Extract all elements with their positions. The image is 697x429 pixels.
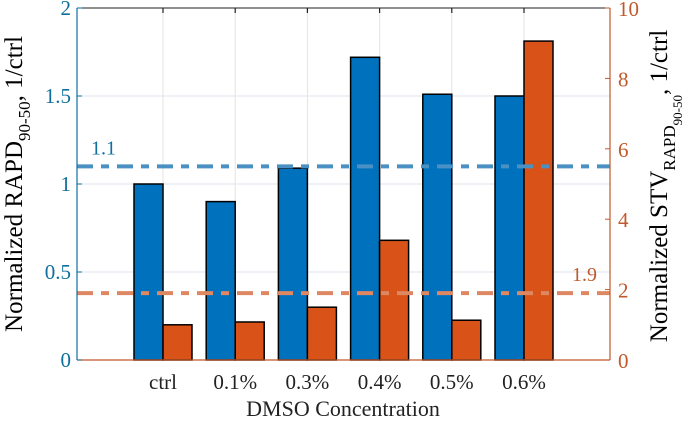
bar-stv (234, 321, 265, 361)
y-left-label-sub: 90-50 (15, 101, 34, 141)
y-axis-label-left: Normalized RAPD90-50, 1/ctrl (1, 36, 34, 332)
reference-label-left: 1.1 (91, 137, 116, 159)
y-left-label-suffix: , 1/ctrl (1, 36, 28, 101)
reference-lines (77, 164, 610, 296)
y-right-label-main: Normalized STV (646, 171, 673, 342)
reference-label-right: 1.9 (572, 264, 597, 286)
y-right-label-subsub: 90-50 (670, 95, 685, 125)
y-right-label-suffix: , 1/ctrl (646, 30, 673, 95)
y-tick-label-right: 2 (618, 279, 629, 303)
bar-rapd (349, 56, 381, 361)
y-tick-label-right: 0 (618, 349, 629, 373)
y-tick-label-right: 4 (618, 208, 629, 232)
y-tick-label-left: 0 (61, 348, 72, 372)
y-right-label-sub: RAPD (660, 125, 679, 170)
bar-stv (306, 306, 338, 361)
x-tick-label: 0.3% (286, 370, 330, 394)
bar-stv (451, 319, 482, 361)
bar-rapd (494, 95, 525, 361)
x-tick-label: 0.5% (430, 370, 474, 394)
bars (133, 40, 554, 361)
y-tick-label-right: 6 (618, 138, 629, 162)
bar-stv (378, 239, 410, 361)
x-tick-label: 0.6% (502, 370, 546, 394)
bar-stv (523, 40, 554, 361)
axes: 0 0.5 1 1.5 2 0 2 4 6 8 10 ctrl 0.1% 0.3% 0.4% 0.5% 0.6% (45, 0, 639, 394)
x-axis-label: DMSO Concentration (246, 396, 440, 421)
bar-rapd (277, 167, 309, 361)
y-tick-label-right: 10 (618, 0, 639, 21)
x-tick-label: ctrl (149, 370, 177, 394)
y-tick-label-left: 1 (61, 172, 72, 196)
x-tick-label: 0.1% (213, 370, 257, 394)
y-tick-label-left: 1.5 (45, 84, 71, 108)
y-tick-label-left: 0.5 (45, 260, 71, 284)
bar-stv (162, 324, 193, 361)
y-axis-label-right: Normalized STVRAPD90-50, 1/ctrl (646, 30, 685, 343)
y-tick-label-right: 8 (618, 67, 629, 91)
y-left-label-main: Normalized RAPD (1, 141, 28, 332)
bar-rapd (205, 200, 236, 361)
x-tick-label: 0.4% (358, 370, 402, 394)
bar-rapd (422, 93, 453, 361)
bar-rapd (133, 183, 164, 361)
y-tick-label-left: 2 (61, 0, 72, 20)
